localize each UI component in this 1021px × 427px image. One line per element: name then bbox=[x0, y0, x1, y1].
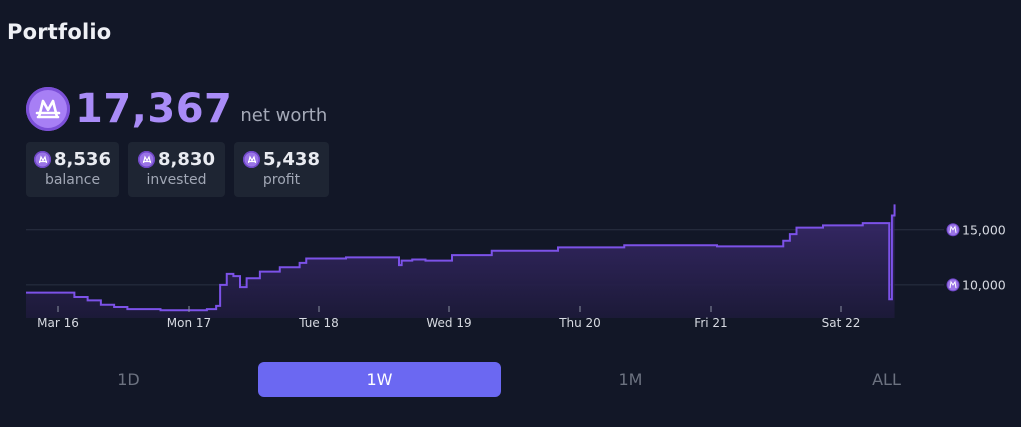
mana-glyph bbox=[949, 280, 957, 288]
x-tick-label: Wed 19 bbox=[426, 316, 471, 330]
net-worth-summary: 17,367 net worth bbox=[26, 84, 327, 134]
mana-icon bbox=[26, 87, 70, 131]
x-tick-label: Mar 16 bbox=[37, 316, 79, 330]
y-tick-label: 10,000 bbox=[962, 277, 1006, 292]
chart-series-line bbox=[26, 204, 896, 312]
stat-label: invested bbox=[146, 172, 207, 188]
stat-label: profit bbox=[262, 172, 301, 188]
stat-label: balance bbox=[44, 172, 101, 188]
stat-balance: 8,536 balance bbox=[26, 142, 119, 197]
mana-icon bbox=[138, 151, 156, 168]
net-worth-value: 17,367 bbox=[75, 86, 233, 132]
x-tick-label: Sat 22 bbox=[822, 316, 861, 330]
stat-profit: 5,438 profit bbox=[234, 142, 329, 197]
tab-1m[interactable]: 1M bbox=[618, 370, 643, 389]
page-title: Portfolio bbox=[7, 20, 112, 44]
chart-area-fill bbox=[26, 204, 895, 318]
stat-value: 5,438 bbox=[263, 149, 320, 170]
stat-value: 8,536 bbox=[54, 149, 111, 170]
x-tick-label: Thu 20 bbox=[558, 316, 601, 330]
y-tick-label: 15,000 bbox=[962, 222, 1006, 237]
x-tick-label: Tue 18 bbox=[298, 316, 339, 330]
tab-1w[interactable]: 1W bbox=[258, 362, 501, 397]
tab-1d[interactable]: 1D bbox=[117, 370, 140, 389]
stat-value: 8,830 bbox=[158, 149, 215, 170]
net-worth-label: net worth bbox=[240, 104, 328, 126]
stats-row: 8,536 balance 8,830 invested 5,438 profi… bbox=[26, 142, 338, 197]
range-tabs: 1D 1W 1M ALL bbox=[0, 362, 1021, 398]
x-tick-label: Mon 17 bbox=[167, 316, 211, 330]
stat-invested: 8,830 invested bbox=[128, 142, 225, 197]
x-tick-label: Fri 21 bbox=[694, 316, 727, 330]
portfolio-chart[interactable]: Mar 16 Mon 17 Tue 18 Wed 19 Thu 20 Fri 21 Sat … bbox=[0, 200, 1021, 340]
mana-glyph bbox=[949, 225, 957, 233]
mana-icon bbox=[34, 151, 52, 168]
tab-all[interactable]: ALL bbox=[872, 370, 901, 389]
mana-icon bbox=[243, 151, 261, 168]
